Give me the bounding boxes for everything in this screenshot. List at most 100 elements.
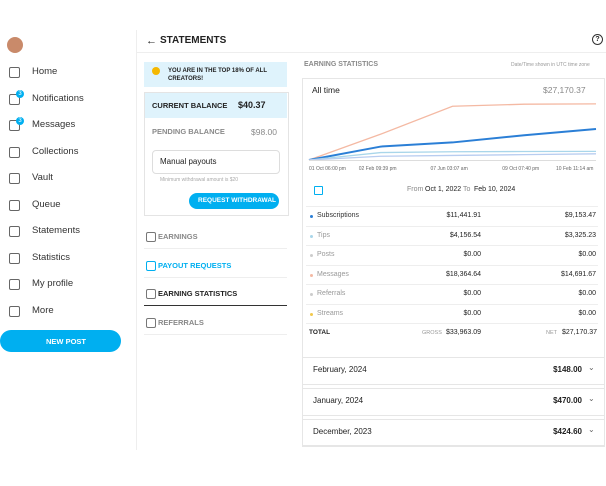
nav-icon [9,305,20,317]
back-arrow: ← [146,35,157,47]
month-row[interactable] [302,419,605,447]
month-amount: $470.00 [553,396,582,405]
tab[interactable]: PAYOUT REQUESTS [158,260,232,270]
row-dot [310,293,313,296]
pending-value: $98.00 [251,127,277,137]
avatar [7,37,23,53]
row-divider [306,206,598,207]
tab-divider [144,333,287,335]
nav-item[interactable]: Messages [32,119,76,130]
tab-icon [146,260,156,271]
sidebar-divider [136,30,137,450]
nav-item[interactable]: My profile [32,278,74,289]
pending-label: PENDING BALANCE [152,127,225,136]
x-tick-label: 02 Feb 09:39 pm [358,166,397,172]
nav-icon [9,226,20,237]
tab-icon [146,289,156,299]
stats-card [302,78,605,446]
chart-axis [309,160,596,161]
minimum-note: Minimum withdrawal amount is $20 [160,177,239,183]
row-name: Referrals [317,290,346,297]
net-value: $27,170.37 [562,329,598,336]
stats-title: EARNING STATISTICS [304,61,379,68]
tab[interactable]: EARNINGS [158,232,198,241]
balance-card [144,92,289,216]
header-divider [137,52,606,53]
x-tick-label: 07 Jun 03:07 am [430,166,468,172]
row-divider [306,284,598,285]
total-label: TOTAL [309,329,331,336]
banner [144,62,287,87]
tab-divider [144,248,287,249]
to-label: To [463,186,471,193]
row-net: $14,691.67 [560,270,596,278]
withdraw-button[interactable] [189,193,279,209]
tab[interactable]: REFERRALS [158,317,204,327]
row-name: Tips [317,231,330,239]
period-total: $27,170.37 [543,85,586,95]
select[interactable] [152,150,280,174]
row-divider [306,225,598,227]
row-divider [306,245,598,246]
tab-icon [146,317,156,328]
tab-divider [144,276,287,278]
x-tick-label: 10 Feb 11:14 am [556,166,594,172]
row-gross: $0.00 [463,251,481,258]
nav-item[interactable]: Notifications [32,92,84,104]
nav-icon [9,93,20,105]
row-gross: $4,156.54 [449,231,481,239]
nav-icon [9,146,20,158]
tab-icon [146,232,156,242]
row-divider [306,303,598,305]
new-post-button[interactable] [0,330,121,352]
nav-item[interactable]: Queue [32,198,61,210]
row-gross: $11,441.91 [446,212,481,219]
withdraw-label: REQUEST WITHDRAWAL [198,197,276,204]
gross-label: GROSS [422,330,442,336]
month-name: December, 2023 [313,427,372,436]
row-net: $0.00 [578,309,596,317]
row-name: Subscriptions [317,212,360,219]
nav-icon [9,120,20,131]
row-gross: $18,364.64 [445,270,481,278]
from-label: From [407,186,424,193]
month-name: February, 2024 [313,365,367,374]
nav-item[interactable]: Vault [32,172,53,183]
tab[interactable]: EARNING STATISTICS [158,289,238,298]
chevron: ⌄ [588,363,595,372]
star [152,67,160,75]
gross-value: $33,963.09 [446,329,482,336]
month-amount: $424.60 [553,427,582,436]
from-date: Oct 1, 2022 [425,186,462,193]
row-dot [310,273,313,277]
current-value: $40.37 [238,100,266,110]
period: All time [312,85,340,95]
row-name: Posts [317,251,335,258]
month-row[interactable] [302,357,605,385]
row-divider [306,323,598,324]
row-dot [310,254,313,257]
badge: 3 [16,90,24,98]
balance-head [145,93,287,118]
nav-icon [9,279,20,290]
row-dot [310,215,313,218]
month-row[interactable] [302,388,605,416]
current-label: CURRENT BALANCE [152,101,228,110]
row-name: Messages [317,270,349,278]
nav-item[interactable]: Home [32,66,58,77]
row-dot [310,312,313,316]
nav-icon [9,67,20,78]
nav-item[interactable]: Collections [32,145,79,157]
net-label: NET [546,330,557,336]
month-amount: $148.00 [553,365,582,374]
nav-item[interactable]: More [32,304,54,316]
help-icon[interactable]: ? [592,34,603,45]
row-net: $0.00 [578,251,596,258]
badge: 3 [16,117,24,125]
nav-item[interactable]: Statements [32,225,81,236]
chevron: ⌄ [588,425,595,434]
page-title: STATEMENTS [160,35,227,46]
row-net: $3,325.23 [564,231,596,239]
nav-item[interactable]: Statistics [32,251,71,263]
